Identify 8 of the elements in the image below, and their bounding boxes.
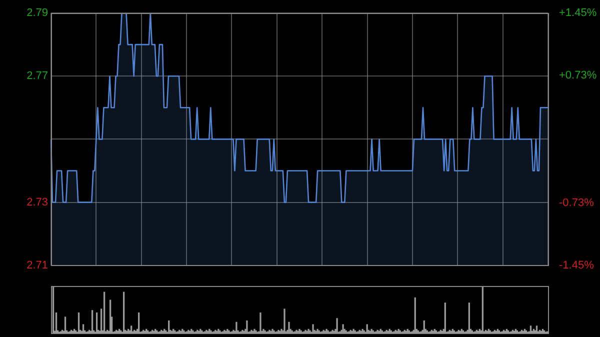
y-tick-label: 2.73 <box>26 196 48 208</box>
y-tick-label: 2.79 <box>26 7 48 20</box>
y2-tick-label: -1.45% <box>559 259 594 272</box>
y2-tick-label: -0.73% <box>559 196 594 209</box>
y2-tick-label: +1.45% <box>559 7 597 20</box>
y-tick-label: 2.71 <box>26 259 48 272</box>
y2-tick-label: +0.73% <box>559 70 597 82</box>
y-tick-label: 2.77 <box>26 70 48 82</box>
